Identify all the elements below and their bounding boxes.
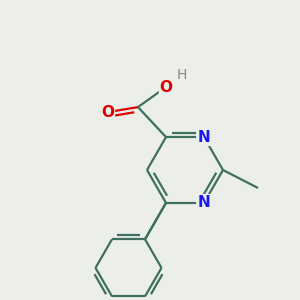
Text: O: O [101, 105, 115, 120]
Text: H: H [177, 68, 187, 82]
Text: O: O [160, 80, 172, 94]
Text: N: N [198, 195, 210, 210]
Text: N: N [198, 130, 210, 145]
